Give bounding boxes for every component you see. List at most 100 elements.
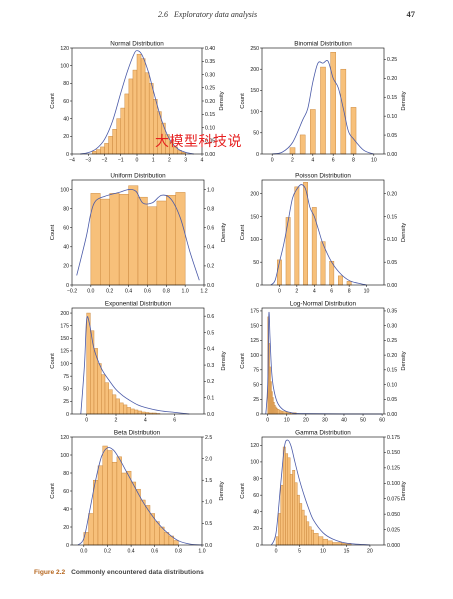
- y2-tick-label: 0.05: [205, 139, 215, 145]
- y2-axis-label: Density: [219, 91, 225, 110]
- chart-beta-distribution: 0.0 0.2 0.4 0.6 0.8 1.0 0 20 40 60 80 100 120 0.0 0.5 1…: [50, 430, 225, 555]
- figure-caption: Figure 2.2 Commonly encountered data dist…: [34, 569, 204, 576]
- y2-tick-label: 0.4: [207, 347, 214, 353]
- density-curve: [270, 184, 367, 286]
- y-tick-label: 150: [250, 88, 259, 94]
- chart-title: Uniform Distribution: [110, 173, 166, 180]
- histogram-bar: [88, 513, 94, 546]
- x-tick-label: 6: [332, 158, 335, 164]
- histogram-bar: [308, 526, 312, 546]
- x-tick-label: 0: [136, 158, 139, 164]
- running-header: 2.6 Exploratory data analysis: [158, 10, 257, 19]
- histogram-bar: [126, 407, 131, 415]
- y2-tick-label: 1.0: [207, 187, 214, 193]
- chart-title: Binomial Distribution: [294, 41, 352, 48]
- histogram-bar: [148, 83, 154, 155]
- x-tick-label: 8: [352, 158, 355, 164]
- y-tick-label: 80: [63, 206, 69, 212]
- x-tick-label: 3: [184, 158, 187, 164]
- histogram-bar: [130, 481, 137, 546]
- y-tick-label: 200: [250, 67, 259, 73]
- y-tick-label: 40: [63, 116, 69, 122]
- y-axis-label: Count: [240, 93, 246, 109]
- histogram-bar: [118, 194, 129, 286]
- figure-caption-text: Commonly encountered data distributions: [71, 569, 204, 576]
- histogram-bar: [287, 457, 291, 546]
- y2-tick-label: 0.20: [205, 99, 215, 105]
- x-tick-label: 60: [379, 418, 385, 424]
- x-tick-label: 0: [275, 549, 278, 555]
- y-tick-label: 100: [250, 237, 259, 243]
- histogram-bar: [292, 470, 296, 546]
- x-tick-label: 0.6: [144, 289, 151, 295]
- histogram-bar: [135, 488, 141, 546]
- y-tick-label: 25: [253, 397, 259, 403]
- histogram-bar: [144, 72, 150, 155]
- y2-tick-label: 0.20: [387, 76, 397, 82]
- chart-title: Normal Distribution: [110, 41, 164, 48]
- histogram-bar: [285, 453, 289, 546]
- histogram-bar: [120, 107, 126, 155]
- plot-frame: [261, 47, 385, 155]
- y2-tick-label: 0.8: [207, 206, 214, 212]
- histogram-bar: [156, 200, 167, 286]
- x-tick-label: 0.8: [175, 549, 182, 555]
- x-tick-label: 6: [173, 418, 176, 424]
- y-tick-label: 50: [253, 260, 259, 266]
- y-tick-label: 250: [250, 46, 259, 52]
- y-tick-label: 120: [250, 443, 259, 449]
- y-tick-label: 0: [256, 283, 259, 289]
- histogram-bar: [116, 118, 121, 155]
- bars: [86, 312, 161, 415]
- x-tick-label: 4: [201, 158, 204, 164]
- histogram-bar: [306, 521, 310, 546]
- y2-tick-label: 0.20: [387, 353, 397, 359]
- histogram-bar: [299, 134, 306, 155]
- histogram-bar: [124, 93, 130, 155]
- x-tick-label: 10: [364, 289, 370, 295]
- section-number: 2.6: [158, 10, 168, 19]
- watermark-text: 大模型科技说: [155, 133, 242, 149]
- x-tick-label: 1: [152, 158, 155, 164]
- histogram-bar: [100, 146, 105, 155]
- histogram-bar: [90, 330, 95, 415]
- y-tick-label: 0: [256, 543, 259, 549]
- x-tick-label: 2: [168, 158, 171, 164]
- y2-tick-label: 0.175: [387, 435, 400, 441]
- y2-tick-label: 0.10: [205, 125, 215, 131]
- histogram-bar: [121, 472, 127, 546]
- histogram-bar: [137, 410, 142, 415]
- y2-tick-label: 0.25: [387, 57, 397, 63]
- y-tick-label: 200: [60, 311, 69, 317]
- histogram-bar: [304, 515, 307, 546]
- y2-tick-label: 0.15: [387, 95, 397, 101]
- y-axis-label: Count: [50, 483, 56, 499]
- y2-tick-label: 0.30: [205, 72, 215, 78]
- x-tick-label: 20: [303, 418, 309, 424]
- histogram-bar: [338, 275, 343, 286]
- y2-tick-label: 0.3: [207, 363, 214, 369]
- histogram-bar: [128, 78, 134, 155]
- y-tick-label: 40: [63, 245, 69, 251]
- histogram-bar: [100, 198, 110, 286]
- x-tick-label: 6: [330, 289, 333, 295]
- chart-gamma-distribution: 0 5 10 15 20 0 20 40 60 80 100 120 0.000 0.025 0.050 0.…: [240, 430, 407, 555]
- histogram-bar: [147, 206, 158, 286]
- y-tick-label: 150: [60, 336, 69, 342]
- x-tick-label: 8: [348, 289, 351, 295]
- y-tick-label: 120: [60, 46, 69, 52]
- y-tick-label: 25: [63, 399, 69, 405]
- histogram-bar: [318, 536, 324, 546]
- y2-tick-label: 0.125: [387, 466, 400, 472]
- y2-tick-label: 1.5: [205, 478, 212, 484]
- histogram-bar: [119, 402, 124, 415]
- x-tick-label: 20: [367, 549, 373, 555]
- y2-tick-label: 0.00: [387, 412, 397, 418]
- x-tick-label: −4: [69, 158, 75, 164]
- y2-tick-label: 0.40: [205, 46, 215, 52]
- histogram-bar: [277, 409, 280, 415]
- y-tick-label: 150: [250, 323, 259, 329]
- x-tick-label: 0: [85, 418, 88, 424]
- x-tick-label: 0.0: [87, 289, 94, 295]
- y-tick-label: 75: [63, 374, 69, 380]
